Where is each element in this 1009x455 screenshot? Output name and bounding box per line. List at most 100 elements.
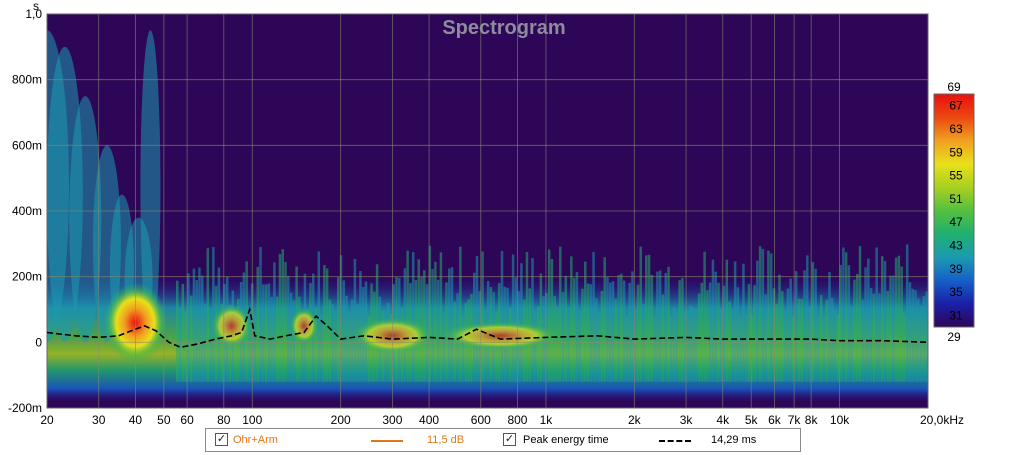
x-axis-ticks: 20 30 40 50 60 80 100 200 300 400 600 800 1k 2k 3k 4k 5k… (40, 413, 964, 427)
series-1-label: Ohr+Arm (233, 434, 278, 446)
heat-bar (572, 277, 576, 382)
heat-bar (839, 265, 842, 382)
heat-bar (614, 298, 618, 382)
heat-bar (559, 246, 562, 382)
colorbar-tick-label: 69 (947, 80, 961, 94)
heat-bar (886, 291, 890, 382)
heat-bar (914, 290, 917, 382)
heat-bar (911, 288, 915, 382)
colorbar (933, 93, 975, 328)
heat-bar (253, 312, 257, 382)
heat-bar (617, 274, 620, 382)
heat-bar (683, 309, 687, 382)
series-1-checkbox[interactable]: ✓ (215, 433, 228, 446)
chart-title: Spectrogram (442, 17, 565, 39)
heat-bar (284, 262, 287, 382)
heat-bar (547, 249, 551, 382)
peak-energy-line (47, 306, 928, 349)
heat-bar (814, 268, 817, 382)
plot-border (46, 13, 929, 409)
heat-bar (725, 259, 729, 382)
heat-bar (314, 307, 318, 382)
colorbar-tick-label: 51 (949, 192, 963, 206)
x-tick-label: 20 (40, 413, 54, 427)
colorbar-tick-label: 31 (949, 308, 963, 322)
heat-bar (853, 279, 856, 382)
heat-bar (209, 307, 212, 382)
heat-bar (328, 299, 332, 382)
heat-bar (797, 298, 801, 382)
heat-bar (692, 307, 695, 382)
heat-peak-2 (289, 307, 318, 344)
heat-bar (353, 258, 357, 382)
heat-bar (875, 247, 878, 382)
heat-bar (195, 280, 198, 382)
series-2-checkbox[interactable]: ✓ (503, 433, 516, 446)
heat-bar (847, 265, 851, 382)
heat-peak-1 (211, 303, 252, 348)
heat-bar (794, 271, 798, 382)
x-tick-label: 1k (540, 413, 554, 427)
heat-bar (181, 284, 185, 382)
y-tick-label: 200m (12, 270, 42, 284)
heat-bar (525, 252, 529, 382)
heat-bar (206, 248, 210, 382)
heat-peak-4 (440, 321, 561, 350)
x-tick-label: 6k (768, 413, 782, 427)
heat-bar (700, 282, 704, 382)
heat-bar (744, 313, 748, 382)
heat-bar (711, 259, 715, 382)
heat-bar (273, 262, 276, 382)
heat-bar (900, 266, 903, 382)
heat-bar (187, 273, 190, 382)
x-tick-label: 50 (157, 413, 171, 427)
heat-bar (259, 247, 262, 382)
heat-bar (431, 268, 434, 382)
heat-bar (703, 251, 706, 382)
heat-bar (636, 284, 640, 382)
heat-bar (828, 271, 831, 382)
heat-bar (589, 284, 593, 382)
heat-bar (248, 306, 251, 382)
heat-bar (761, 248, 765, 382)
heat-bar (300, 315, 304, 382)
heat-bar (811, 262, 815, 382)
heat-bar (639, 246, 643, 382)
x-tick-label: 200 (331, 413, 351, 427)
heat-bar (320, 314, 323, 382)
heat-bar (550, 258, 554, 382)
heat-bar (858, 246, 862, 382)
heat-bar (842, 247, 845, 382)
heat-bar (442, 312, 445, 382)
heat-streak-2 (69, 96, 102, 343)
heat-bar (334, 310, 337, 382)
heat-bar (611, 281, 615, 382)
y-tick-label: 0 (35, 335, 42, 349)
x-tick-label: 30 (92, 413, 106, 427)
heat-bar (867, 258, 870, 382)
series-2-label: Peak energy time (523, 434, 609, 446)
y-tick-label: 1,0 (25, 7, 42, 21)
heat-bar (653, 314, 656, 382)
heat-bar (756, 260, 759, 382)
heat-bar (481, 251, 484, 382)
heat-bar (681, 277, 684, 382)
x-tick-label: 80 (217, 413, 231, 427)
heat-bar (584, 261, 587, 382)
heat-bar (317, 251, 321, 382)
heat-bar (267, 283, 271, 382)
heat-bar (686, 310, 690, 382)
heat-bar (775, 303, 779, 382)
heat-bar (689, 305, 692, 382)
heat-bar (742, 263, 745, 382)
y-tick-label: -200m (8, 401, 42, 415)
heat-bar (434, 261, 437, 382)
heat-bar (903, 312, 906, 382)
heat-bar (647, 254, 651, 382)
heat-bar (575, 271, 579, 382)
heat-bar (786, 288, 790, 382)
heat-bar (436, 279, 440, 382)
heat-bar (200, 275, 204, 382)
x-tick-label: 5k (745, 413, 759, 427)
